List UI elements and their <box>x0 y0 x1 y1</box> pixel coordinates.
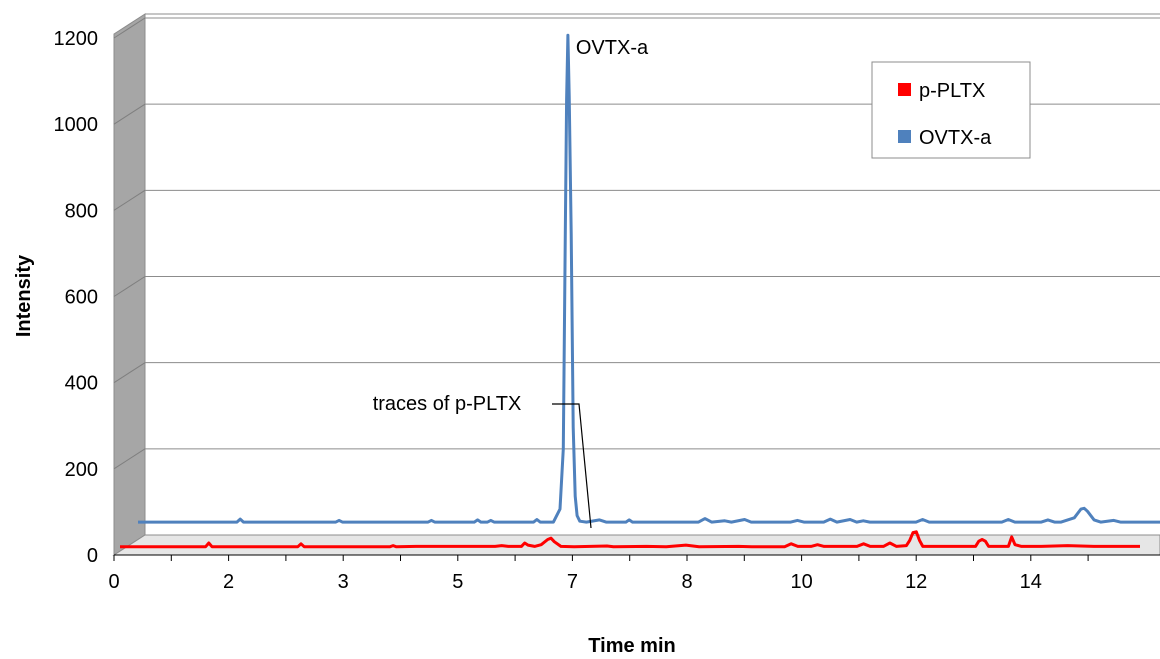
legend-swatch-ovtx-a <box>898 130 911 143</box>
series-group <box>120 33 1160 549</box>
x-tick-label: 12 <box>905 571 927 593</box>
legend-item-p-pltx: p-PLTX <box>898 80 985 102</box>
legend-swatch-p-pltx <box>898 83 911 96</box>
side-gridline <box>113 17 146 39</box>
legend-label-p-pltx: p-PLTX <box>919 80 985 102</box>
y-axis-title: Intensity <box>13 254 35 337</box>
x-axis-title: Time min <box>588 635 675 657</box>
x-tick-label: 2 <box>223 571 234 593</box>
y-tick-label: 400 <box>65 373 98 395</box>
tick-labels: 0 200 400 600 800 1000 1200 0 2 3 5 7 8 10 12 14 <box>54 28 1089 593</box>
side-gridline <box>113 189 146 211</box>
x-tick-label: 7 <box>567 571 578 593</box>
y-tick-label: 0 <box>87 545 98 567</box>
traces-annotation-leader <box>552 403 592 529</box>
side-gridline <box>113 103 146 125</box>
legend-item-ovtx-a: OVTX-a <box>898 127 992 149</box>
peak-annotation-ovtx: OVTX-a <box>576 37 649 59</box>
y-tick-label: 1000 <box>54 114 99 136</box>
side-gridline <box>113 448 146 470</box>
y-tick-label: 1200 <box>54 28 99 50</box>
y-tick-label: 600 <box>65 287 98 309</box>
legend-label-ovtx-a: OVTX-a <box>919 127 992 149</box>
series-line-p-pltx <box>120 530 1140 549</box>
traces-annotation: traces of p-PLTX <box>373 393 522 415</box>
x-tick-label: 10 <box>790 571 812 593</box>
x-tick-label: 5 <box>452 571 463 593</box>
side-gridline <box>113 362 146 384</box>
chart-side-wall <box>113 13 146 556</box>
y-tick-label: 200 <box>65 459 98 481</box>
side-gridline <box>113 276 146 297</box>
legend: p-PLTX OVTX-a <box>871 61 1031 159</box>
x-tick-label: 14 <box>1020 571 1042 593</box>
x-tick-label: 3 <box>338 571 349 593</box>
x-tick-label: 0 <box>108 571 119 593</box>
y-tick-label: 800 <box>65 200 98 222</box>
series-line-ovtx-a <box>138 33 1160 524</box>
x-tick-label: 8 <box>681 571 692 593</box>
